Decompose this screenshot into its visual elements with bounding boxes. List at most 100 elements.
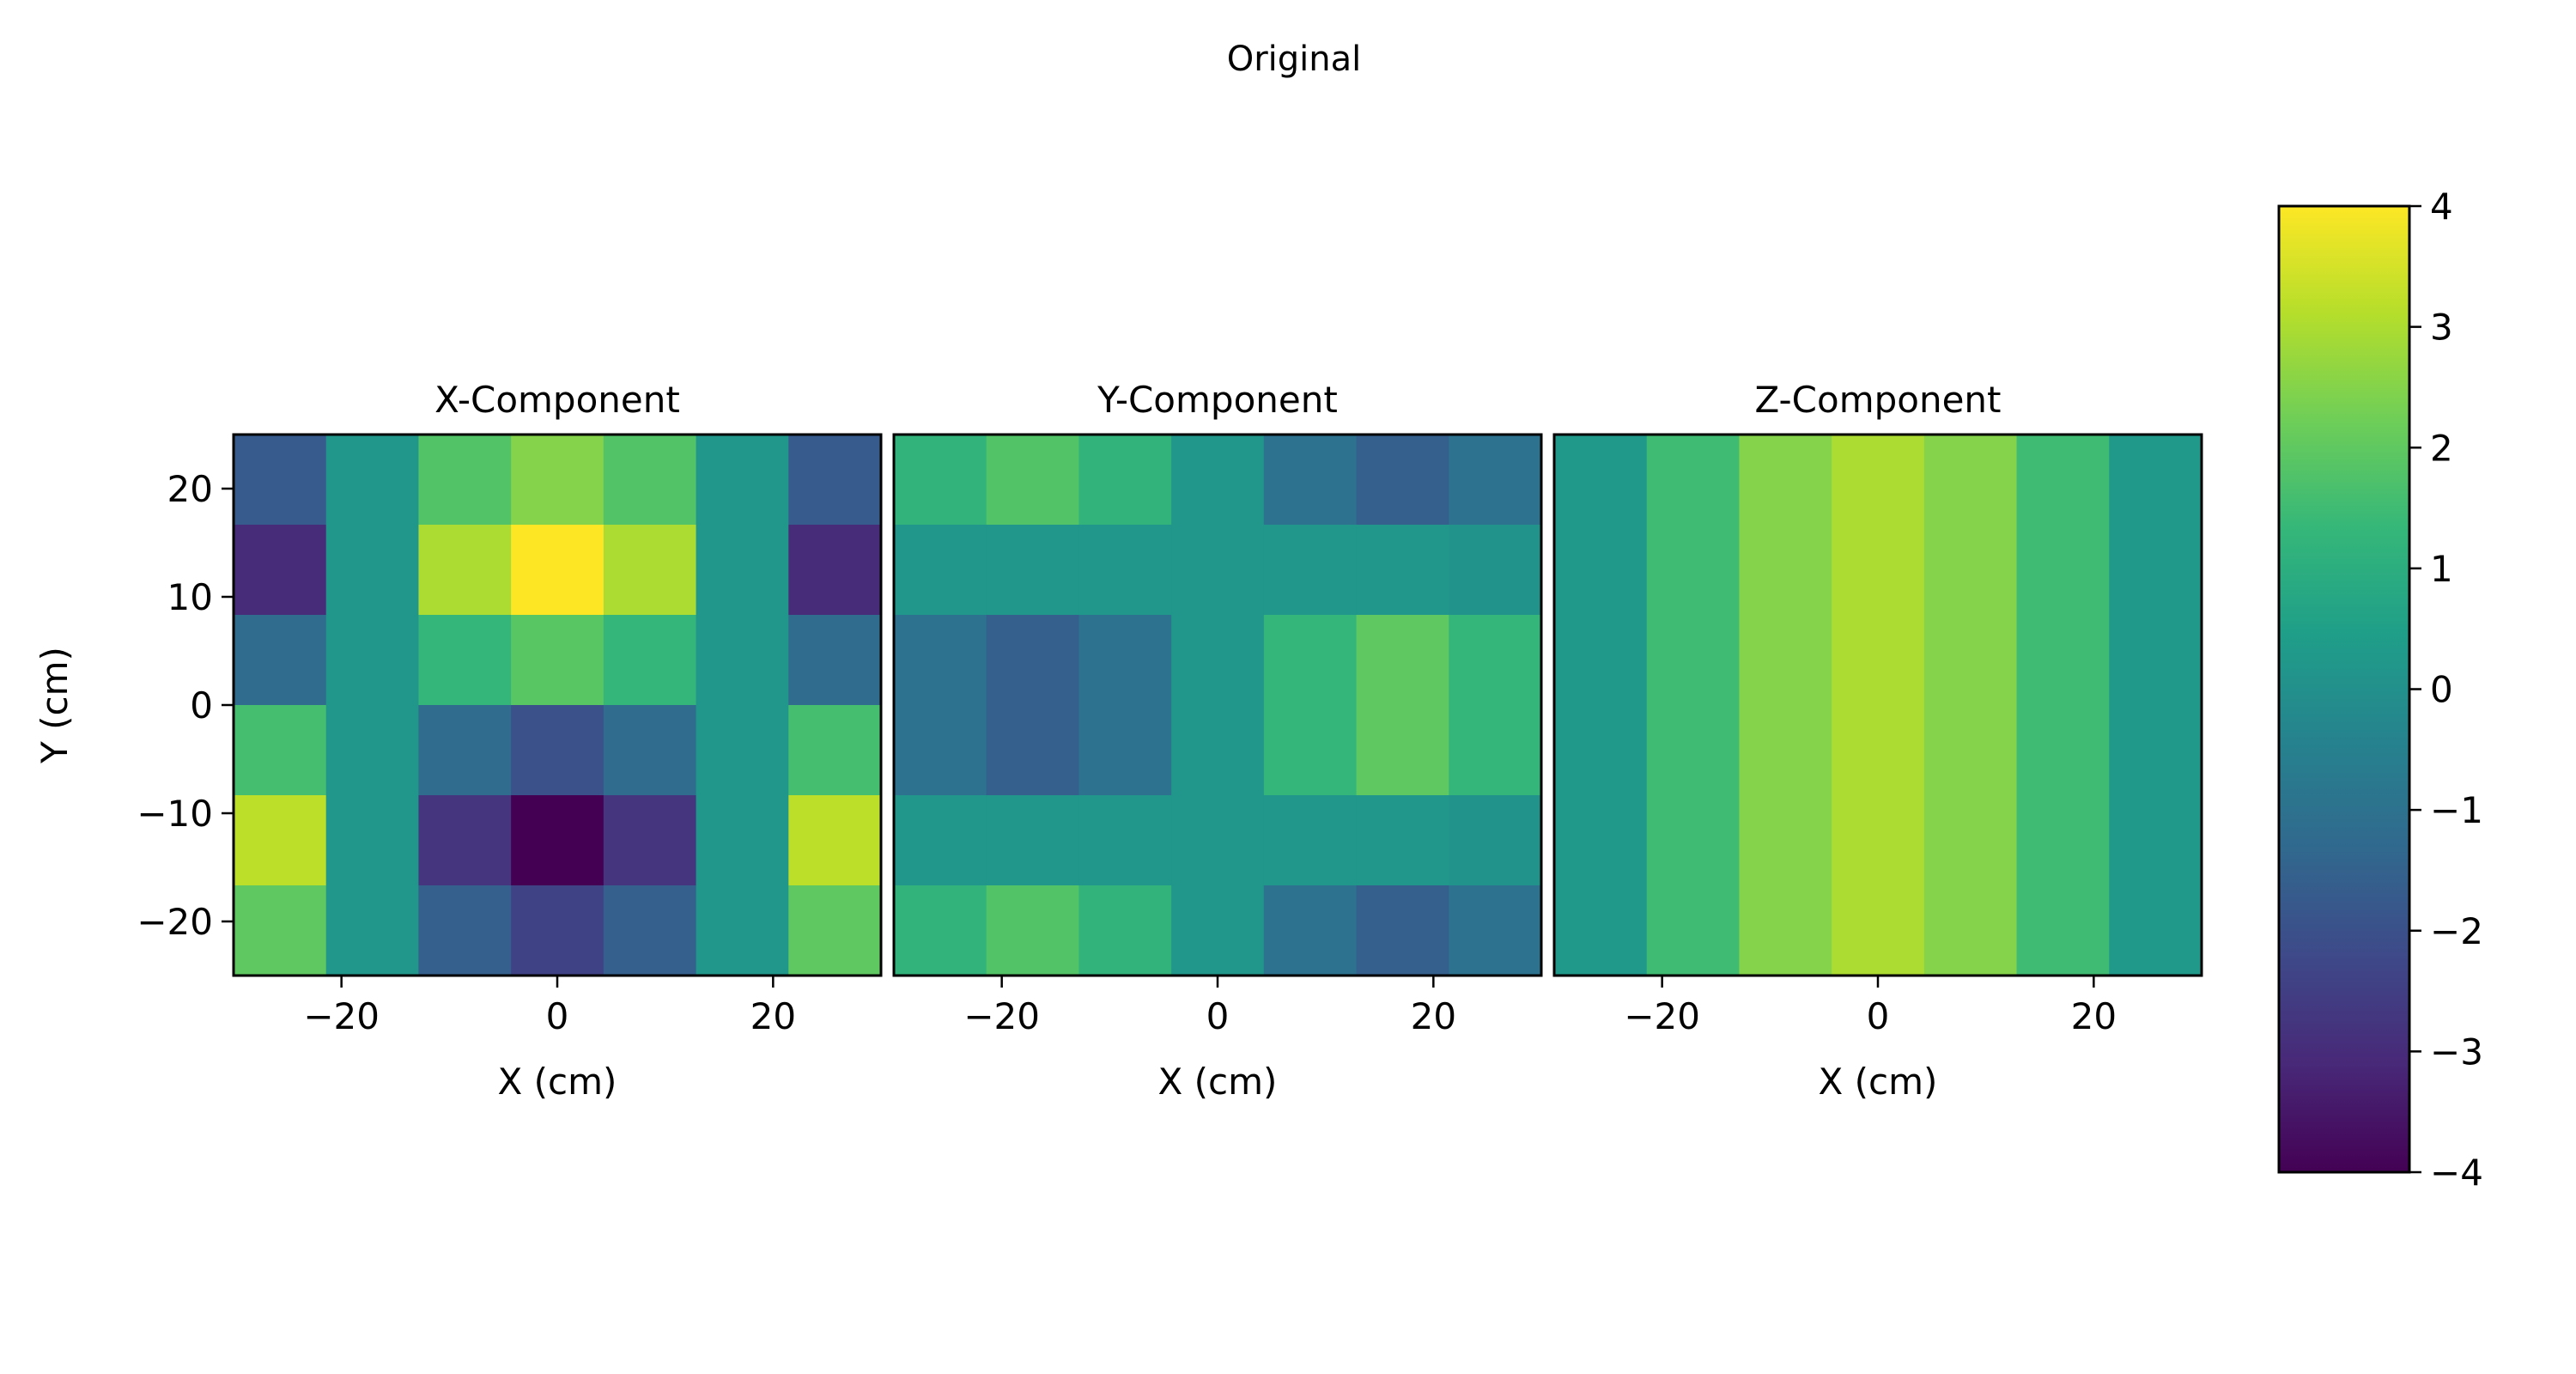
heatmap-cell (1449, 705, 1542, 796)
colorbar-tick-label: 4 (2430, 185, 2453, 228)
heatmap-cell (1356, 615, 1449, 706)
heatmap-cell (1171, 525, 1265, 616)
heatmap-cell (1923, 615, 2018, 706)
colorbar-gradient (2279, 206, 2409, 1172)
heatmap-cell (1449, 435, 1542, 526)
y-tick-label: 20 (167, 468, 213, 510)
x-axis-label: X (cm) (498, 1061, 617, 1103)
heatmap-cell (1646, 525, 1741, 616)
heatmap-cell (325, 795, 420, 886)
heatmap-cell (234, 435, 327, 526)
heatmap-cell (511, 615, 605, 706)
heatmap-cell (2109, 885, 2202, 976)
heatmap-cell (1832, 705, 1925, 796)
heatmap-cell (325, 705, 420, 796)
heatmap-cell (1449, 525, 1542, 616)
heatmap-cell (511, 525, 605, 616)
heatmap-cell (1171, 795, 1265, 886)
heatmap-cell (603, 885, 697, 976)
heatmap-cell (788, 705, 882, 796)
heatmap-cell (894, 525, 987, 616)
heatmap-cell (1554, 795, 1648, 886)
heatmap-cell (696, 705, 789, 796)
colorbar-tick-label: −4 (2430, 1152, 2483, 1194)
heatmap-cell (2109, 525, 2202, 616)
heatmap-cell (696, 525, 789, 616)
heatmap-cell (418, 795, 512, 886)
heatmap-cell (1739, 795, 1832, 886)
heatmap-cell (325, 615, 420, 706)
colorbar-tick-label: −2 (2430, 910, 2483, 952)
x-tick-label: 0 (546, 995, 569, 1037)
heatmap-cell (325, 525, 420, 616)
heatmap-cell (1832, 615, 1925, 706)
heatmap-cell (696, 615, 789, 706)
x-tick-label: 20 (1411, 995, 1456, 1037)
heatmap-cell (788, 795, 882, 886)
heatmap-cell (788, 615, 882, 706)
heatmap-cell (1832, 795, 1925, 886)
y-tick-label: 10 (167, 576, 213, 618)
heatmap-cell (418, 885, 512, 976)
heatmap-cell (418, 705, 512, 796)
colorbar-tick-label: 1 (2430, 548, 2453, 590)
heatmap-panel: Y-Component −20 0 20 X (cm) (892, 379, 1543, 1103)
heatmap-cell (1171, 705, 1265, 796)
heatmap-cell (1554, 885, 1648, 976)
heatmap-cell (1832, 885, 1925, 976)
heatmap-cell (603, 435, 697, 526)
panel-title: Y-Component (1097, 379, 1338, 421)
heatmap-cell (1078, 615, 1172, 706)
heatmap-cell (2016, 885, 2110, 976)
figure-title: Original (1227, 40, 1362, 79)
heatmap-cell (325, 435, 420, 526)
heatmap-cell (418, 525, 512, 616)
heatmap-cell (1923, 705, 2018, 796)
colorbar-tick-label: −1 (2430, 789, 2483, 831)
heatmap-cell (1832, 525, 1925, 616)
heatmap-cell (2016, 615, 2110, 706)
heatmap-cell (1739, 525, 1832, 616)
heatmap-cell (234, 885, 327, 976)
heatmap-cell (1923, 435, 2018, 526)
heatmap-cell (696, 435, 789, 526)
heatmap-cell (1356, 525, 1449, 616)
heatmap-cell (603, 615, 697, 706)
heatmap-cell (2109, 795, 2202, 886)
heatmap-cell (894, 705, 987, 796)
heatmap-cell (1263, 615, 1358, 706)
heatmap-cell (1356, 795, 1449, 886)
heatmap-cell (986, 615, 1080, 706)
heatmap-cell (788, 435, 882, 526)
x-tick-label: −20 (1624, 995, 1700, 1037)
heatmap-cell (986, 435, 1080, 526)
heatmap-cell (1171, 885, 1265, 976)
heatmap-cell (603, 705, 697, 796)
heatmap-cell (1449, 795, 1542, 886)
heatmap-cell (894, 435, 987, 526)
heatmap-cell (2109, 705, 2202, 796)
heatmap-cell (1923, 885, 2018, 976)
heatmap-cell (1449, 615, 1542, 706)
y-tick-label: −20 (137, 901, 213, 943)
heatmap-cell (1646, 705, 1741, 796)
heatmap-cell (1356, 435, 1449, 526)
heatmap-cell (418, 435, 512, 526)
heatmap-cell (1078, 525, 1172, 616)
panel-title: Z-Component (1754, 379, 2001, 421)
x-tick-label: 0 (1867, 995, 1890, 1037)
x-axis-label: X (cm) (1158, 1061, 1278, 1103)
heatmap-cell (511, 885, 605, 976)
heatmap-cell (511, 705, 605, 796)
heatmap-cell (1356, 885, 1449, 976)
x-tick-label: −20 (303, 995, 380, 1037)
colorbar-tick-label: 2 (2430, 427, 2453, 469)
heatmap-cell (1263, 525, 1358, 616)
heatmap-cell (1171, 615, 1265, 706)
heatmap-cell (2016, 705, 2110, 796)
heatmap-cell (1263, 885, 1358, 976)
heatmap-cell (1739, 705, 1832, 796)
heatmap-cell (1554, 615, 1648, 706)
heatmap-cell (788, 525, 882, 616)
